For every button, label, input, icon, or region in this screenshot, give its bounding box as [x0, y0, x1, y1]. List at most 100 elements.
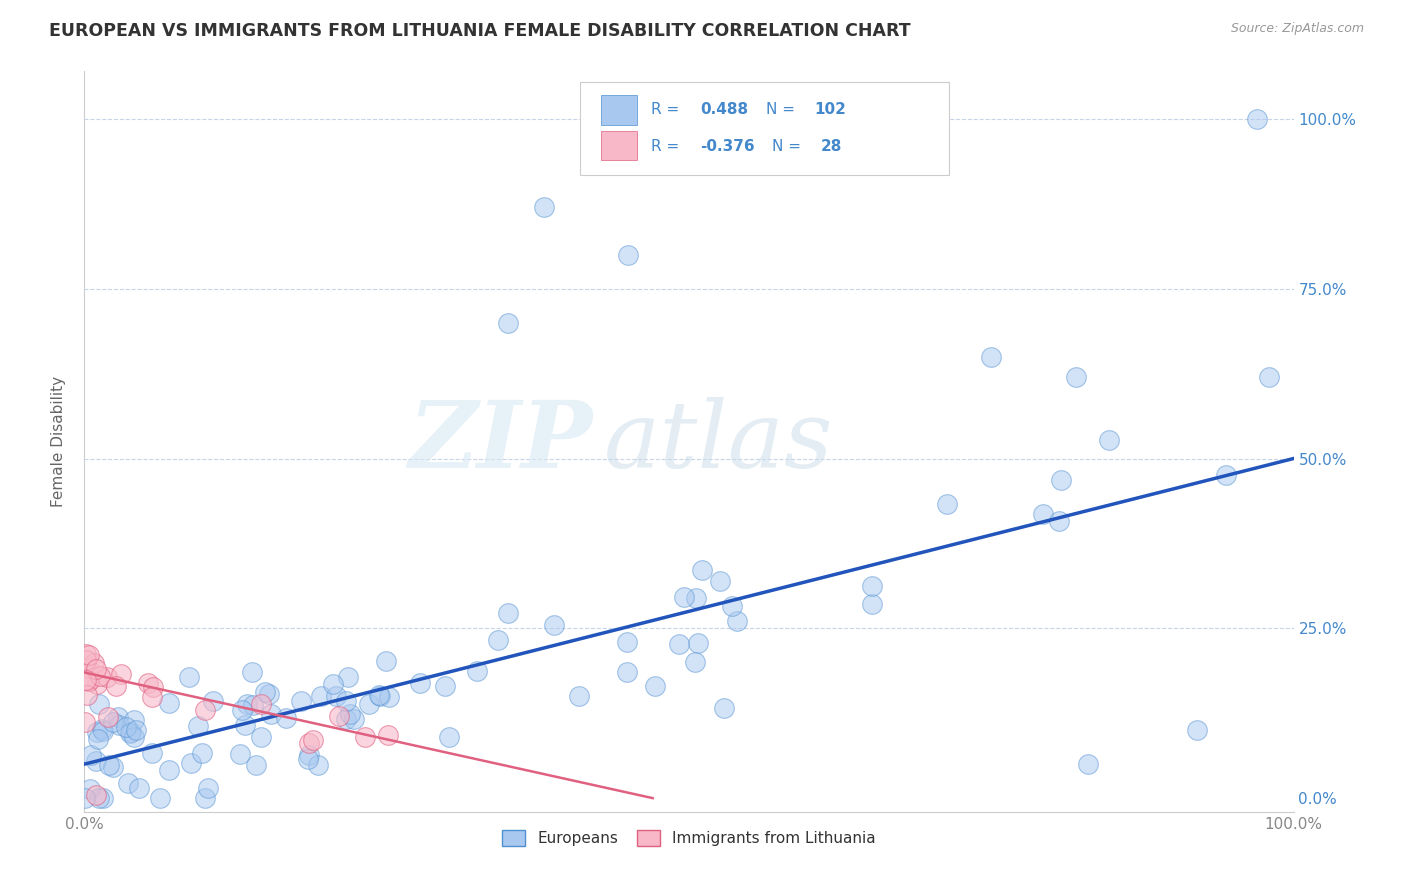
- Point: [1185, 723, 1208, 738]
- Point: [79, 782, 101, 797]
- Point: [86, 662, 108, 676]
- Point: [378, 690, 401, 705]
- Point: [568, 689, 591, 703]
- Bar: [600, 130, 637, 161]
- Point: [101, 714, 124, 729]
- Point: [87, 698, 110, 712]
- Point: [108, 718, 131, 732]
- Point: [245, 757, 267, 772]
- Point: [253, 685, 276, 699]
- Point: [302, 733, 325, 747]
- Point: [337, 670, 360, 684]
- Text: 102: 102: [814, 103, 846, 118]
- Point: [616, 665, 638, 679]
- Text: R =: R =: [651, 103, 679, 118]
- Point: [197, 780, 219, 795]
- Point: [96, 670, 118, 684]
- Point: [328, 708, 350, 723]
- Point: [101, 760, 124, 774]
- Point: [97, 758, 120, 772]
- Point: [180, 756, 202, 770]
- Legend: Europeans, Immigrants from Lithuania: Europeans, Immigrants from Lithuania: [496, 824, 882, 852]
- Point: [86, 724, 108, 739]
- Point: [335, 693, 357, 707]
- Point: [297, 752, 319, 766]
- Point: [107, 709, 129, 723]
- Point: [359, 697, 381, 711]
- Point: [190, 746, 212, 760]
- Point: [375, 654, 398, 668]
- Point: [496, 606, 519, 620]
- Point: [179, 670, 201, 684]
- Point: [118, 726, 141, 740]
- Point: [236, 697, 259, 711]
- Text: 0.488: 0.488: [700, 103, 748, 118]
- Point: [77, 673, 100, 688]
- Point: [439, 730, 461, 744]
- Point: [136, 676, 159, 690]
- Text: 28: 28: [821, 139, 842, 154]
- Point: [91, 722, 114, 736]
- Point: [91, 723, 114, 738]
- Point: [1032, 508, 1054, 522]
- Point: [157, 764, 180, 778]
- Point: [83, 656, 105, 670]
- Point: [276, 711, 298, 725]
- Point: [125, 723, 148, 737]
- Point: [342, 712, 364, 726]
- Point: [91, 791, 114, 805]
- Point: [298, 736, 321, 750]
- Point: [1246, 112, 1268, 126]
- Point: [325, 689, 347, 703]
- Y-axis label: Female Disability: Female Disability: [51, 376, 66, 508]
- Point: [105, 680, 128, 694]
- Point: [110, 666, 132, 681]
- Point: [543, 618, 565, 632]
- Text: N =: N =: [766, 103, 796, 118]
- Text: N =: N =: [772, 139, 801, 154]
- Point: [141, 690, 163, 704]
- Point: [409, 675, 432, 690]
- Text: R =: R =: [651, 139, 679, 154]
- Point: [685, 591, 707, 606]
- Point: [673, 591, 696, 605]
- Point: [257, 687, 280, 701]
- Point: [242, 665, 264, 679]
- Point: [377, 728, 399, 742]
- Point: [354, 730, 377, 744]
- Point: [128, 781, 150, 796]
- Point: [713, 701, 735, 715]
- Point: [187, 719, 209, 733]
- Point: [1077, 757, 1099, 772]
- Text: ZIP: ZIP: [408, 397, 592, 486]
- Point: [76, 688, 98, 702]
- Point: [77, 673, 100, 688]
- Point: [75, 791, 97, 805]
- Point: [260, 706, 283, 721]
- Point: [860, 597, 883, 611]
- Point: [668, 637, 690, 651]
- Point: [290, 693, 312, 707]
- Point: [86, 788, 108, 802]
- Point: [1098, 433, 1121, 447]
- Text: Source: ZipAtlas.com: Source: ZipAtlas.com: [1230, 22, 1364, 36]
- Point: [860, 579, 883, 593]
- Text: atlas: atlas: [605, 397, 834, 486]
- Point: [307, 758, 329, 772]
- Point: [242, 698, 264, 712]
- Point: [124, 730, 146, 744]
- Point: [368, 689, 391, 703]
- Point: [141, 747, 163, 761]
- Point: [725, 614, 748, 628]
- Point: [117, 776, 139, 790]
- Text: -0.376: -0.376: [700, 139, 755, 154]
- Point: [709, 574, 731, 589]
- Point: [159, 696, 181, 710]
- Point: [77, 661, 100, 675]
- Point: [339, 706, 361, 721]
- Point: [142, 680, 165, 694]
- Point: [80, 747, 103, 762]
- Bar: [600, 95, 637, 125]
- Point: [194, 703, 217, 717]
- Point: [87, 731, 110, 746]
